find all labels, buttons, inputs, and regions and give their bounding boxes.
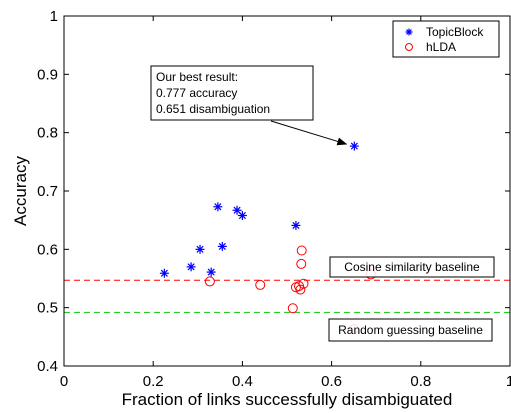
- y-tick-label: 0.5: [37, 300, 58, 317]
- baselines-layer: [64, 279, 510, 313]
- annotation-line: 0.777 accuracy: [156, 86, 237, 100]
- topicblock-point: [206, 267, 216, 277]
- topicblock-point: [213, 202, 223, 212]
- y-tick-label: 0.7: [37, 183, 58, 200]
- hlda-point: [255, 279, 266, 290]
- baseline-label: Cosine similarity baseline: [344, 260, 480, 274]
- y-tick-label: 1: [50, 8, 58, 25]
- y-axis-label: Accuracy: [11, 156, 30, 226]
- topicblock-point: [186, 262, 196, 272]
- topicblock-point: [237, 211, 247, 220]
- x-tick-label: 0.4: [232, 373, 253, 390]
- x-tick-label: 0.2: [143, 373, 164, 390]
- hlda-point: [298, 278, 309, 289]
- legend-entry-label: TopicBlock: [426, 25, 484, 39]
- legend-box: [392, 20, 500, 58]
- y-tick-label: 0.4: [37, 358, 58, 375]
- topicblock-point: [291, 220, 301, 230]
- topicblock-point: [349, 141, 359, 151]
- x-tick-label: 0.6: [321, 373, 342, 390]
- annotation-box: [150, 65, 314, 121]
- x-axis-label: Fraction of links successfully disambigu…: [122, 390, 453, 409]
- topicblock-point: [217, 241, 227, 251]
- hlda-point: [287, 303, 298, 314]
- hlda-point: [296, 258, 307, 269]
- hlda-point: [296, 245, 307, 256]
- x-tick-label: 0.8: [410, 373, 431, 390]
- data-points: [159, 141, 376, 335]
- annotation-line: 0.651 disambiguation: [156, 102, 270, 116]
- hlda-point: [204, 276, 215, 287]
- baseline-label: Random guessing baseline: [338, 323, 483, 337]
- y-tick-label: 0.9: [37, 66, 58, 83]
- y-tick-label: 0.6: [37, 241, 58, 258]
- x-tick-label: 0: [60, 373, 68, 390]
- axis-ticks: 0 0.2 0.4 0.6 0.8 1 0.4 0.5 0.6 0.7 0.8 0.9 1: [37, 8, 511, 390]
- x-tick-label: 1: [506, 373, 511, 390]
- topicblock-point: [195, 244, 205, 254]
- baseline-label-box: [329, 256, 495, 278]
- legend-marker-hlda: [405, 43, 413, 51]
- annotation-line: Our best result:: [156, 70, 238, 84]
- topicblock-point: [232, 205, 242, 215]
- y-tick-label: 0.8: [37, 125, 58, 142]
- baseline-label-box: [328, 318, 493, 342]
- legend-marker-topicblock: [405, 28, 413, 36]
- hlda-point: [295, 284, 306, 295]
- annotation: Cosine similarity baseline Random guessin…: [150, 65, 495, 342]
- legend-entry-label: hLDA: [426, 40, 456, 54]
- annotation-arrow: [270, 120, 348, 146]
- topicblock-point: [159, 268, 169, 278]
